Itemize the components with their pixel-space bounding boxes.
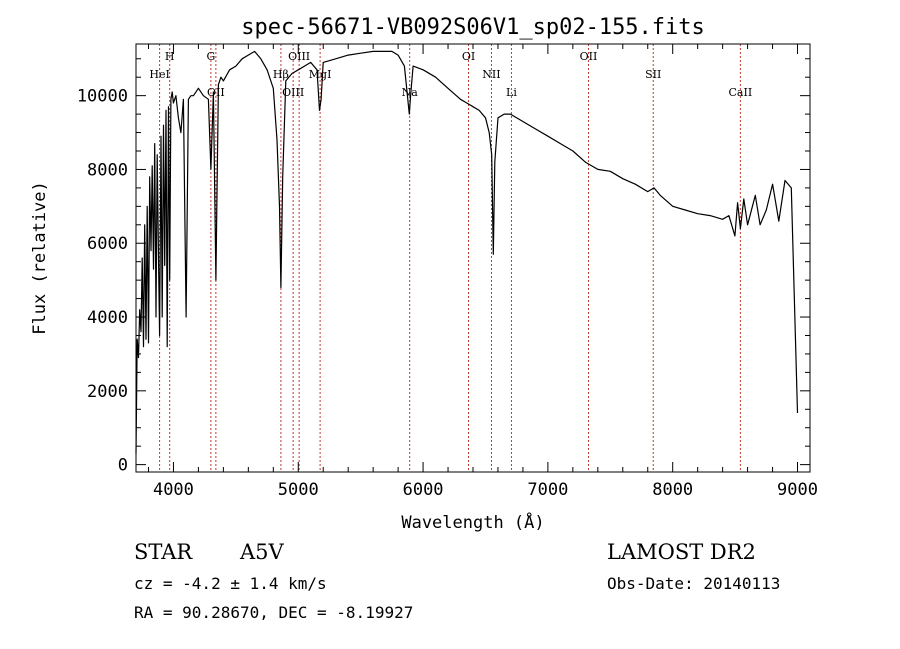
line-marker-label: H (165, 50, 175, 63)
y-tick-label: 2000 (87, 382, 128, 402)
y-axis-label: Flux (relative) (30, 181, 50, 335)
y-axis: 0 2000 4000 6000 8000 10000 (77, 58, 810, 476)
redshift-text: cz = -4.2 ± 1.4 km/s (134, 574, 327, 593)
line-marker-label: SII (645, 68, 661, 81)
spectrum-line (135, 50, 799, 454)
object-class: STAR (134, 540, 193, 564)
line-marker-label: MgI (309, 68, 332, 81)
line-marker-label: OI (462, 50, 475, 63)
object-subclass: A5V (240, 540, 284, 564)
chart-title: spec-56671-VB092S06V1_sp02-155.fits (241, 15, 705, 40)
survey-name: LAMOST DR2 (607, 540, 756, 564)
y-tick-label: 4000 (87, 308, 128, 328)
line-marker-label: NII (482, 68, 500, 81)
line-marker-label: Na (402, 86, 419, 99)
x-axis: 4000 5000 6000 7000 8000 9000 (147, 44, 818, 500)
x-tick-label: 5000 (278, 480, 319, 500)
x-tick-label: 7000 (527, 480, 568, 500)
obs-date-text: Obs-Date: 20140113 (607, 574, 781, 593)
line-marker-label: HeI (149, 68, 169, 81)
spectral-line-markers (159, 44, 741, 472)
line-marker-label: Hβ (273, 68, 289, 81)
y-tick-label: 6000 (87, 234, 128, 254)
x-tick-label: 8000 (652, 480, 693, 500)
line-marker-label: OII (580, 50, 598, 63)
line-marker-label: Li (506, 86, 517, 99)
line-marker-label: OIII (288, 50, 310, 63)
y-tick-label: 0 (118, 456, 128, 476)
y-tick-label: 10000 (77, 87, 128, 107)
spectral-line-labels: H HeI OII G Hβ OIII OIII MgI Na OI NII Li OII SII CaII (149, 50, 752, 99)
x-tick-label: 6000 (403, 480, 444, 500)
x-axis-label: Wavelength (Å) (401, 511, 544, 533)
coordinates-text: RA = 90.28670, DEC = -8.19927 (134, 603, 414, 622)
line-marker-label: OIII (282, 86, 304, 99)
line-marker-label: CaII (729, 86, 753, 99)
plot-frame (135, 43, 811, 473)
y-tick-label: 8000 (87, 160, 128, 180)
line-marker-label: OII (207, 86, 225, 99)
x-tick-label: 4000 (153, 480, 194, 500)
line-marker-label: G (206, 50, 215, 63)
x-tick-label: 9000 (777, 480, 818, 500)
